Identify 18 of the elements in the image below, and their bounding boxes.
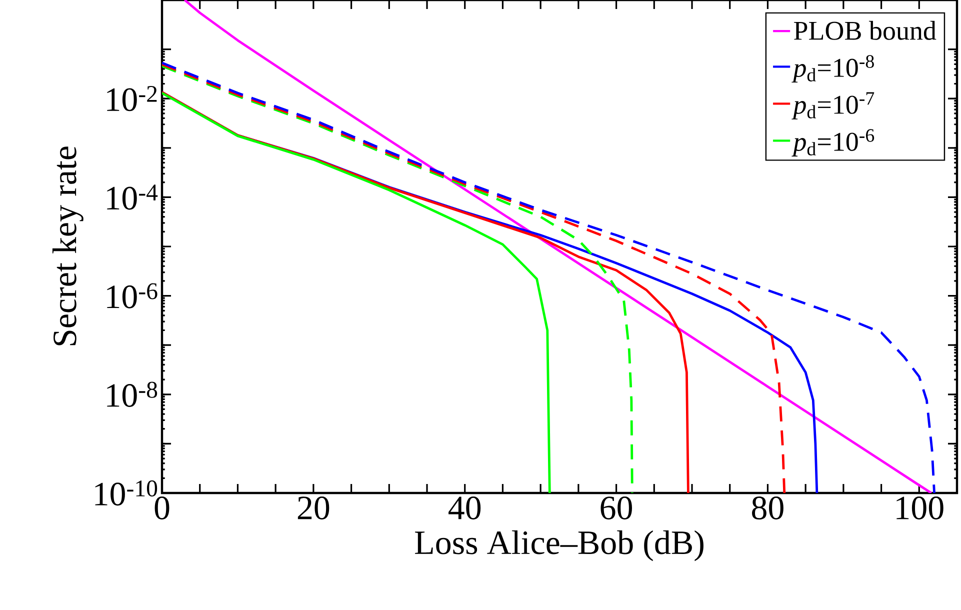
y-tick-label: 10$^{-8}$ xyxy=(107,382,158,407)
x-tick-label: 80 xyxy=(752,496,784,520)
x-tick-label: 60 xyxy=(600,496,632,520)
line-series xyxy=(162,92,551,493)
legend-label: PLOB bound xyxy=(794,20,936,40)
legend-label: p$_{d}$=10$^{-8}$ xyxy=(792,55,874,83)
y-tick-label: 10$^{-4}$ xyxy=(107,184,158,210)
y-tick-label: 10$^{-2}$ xyxy=(107,86,157,112)
x-tick-label: 40 xyxy=(448,496,481,520)
x-axis-title: Loss Alice–Bob (dB) xyxy=(415,530,704,562)
line-series xyxy=(162,90,690,493)
y-axis-title: Secret key rate xyxy=(52,146,84,346)
x-tick-label: 20 xyxy=(298,496,330,520)
legend-label: p$_{d}$=10$^{-7}$ xyxy=(792,92,874,120)
y-tick-label: 10$^{-6}$ xyxy=(107,283,158,308)
legend-label: p$_{d}$=10$^{-6}$ xyxy=(792,129,874,156)
x-tick-label: 100 xyxy=(896,496,944,520)
line-series xyxy=(162,64,634,493)
